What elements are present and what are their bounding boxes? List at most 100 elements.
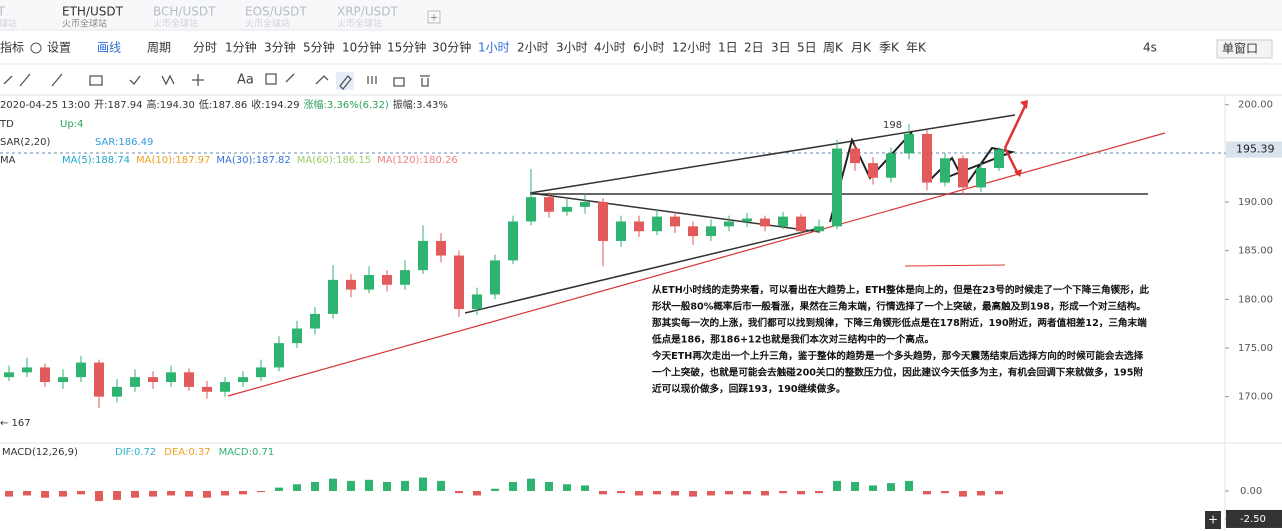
period-option[interactable]: 3小时: [556, 41, 588, 55]
macd-bar: [455, 490, 463, 494]
drawing-tools: [3, 72, 430, 90]
settings-button[interactable]: 设置: [47, 41, 71, 55]
macd-bar: [689, 490, 697, 497]
tool-text[interactable]: Aa: [237, 73, 254, 88]
period-option[interactable]: 10分钟: [342, 40, 381, 55]
refresh-interval[interactable]: 4s: [1143, 41, 1157, 55]
candle-body: [778, 216, 788, 227]
analysis-line: 一个上突破，也就是可能会去触碰200关口的整数压力位，因此建议今天低多为主，有机…: [652, 367, 1143, 379]
window-mode[interactable]: 单窗口: [1222, 42, 1258, 56]
candle-body: [22, 367, 32, 373]
period-option[interactable]: 3日: [771, 41, 791, 55]
add-tab[interactable]: [427, 10, 441, 24]
period-option[interactable]: 分时: [193, 41, 217, 55]
period-option[interactable]: 6小时: [633, 41, 665, 55]
indicators-button[interactable]: 指标: [0, 40, 24, 55]
indicator-value: MA(5):188.74: [62, 155, 130, 166]
period-option[interactable]: 2小时: [517, 41, 549, 55]
candle-body: [292, 328, 302, 344]
zoom-button[interactable]: [1205, 511, 1221, 529]
y-tick-label: 170.00: [1238, 392, 1273, 403]
add-tab-icon[interactable]: +: [430, 13, 438, 24]
zoom-icon[interactable]: +: [1208, 513, 1218, 527]
macd-tick-box: [1226, 509, 1282, 528]
period-option[interactable]: 1分钟: [225, 40, 257, 55]
candle-body: [364, 275, 374, 290]
tool-icons[interactable]: [3, 73, 430, 87]
candle-body: [922, 133, 932, 183]
period-option[interactable]: 4小时: [594, 41, 626, 55]
y-tick-label: 190.00: [1238, 197, 1273, 208]
macd-bar: [851, 482, 859, 491]
tab-pair[interactable]: EOS/USDT: [245, 5, 307, 19]
candle-body: [328, 279, 338, 314]
indicator-name: SAR(2,20): [0, 137, 50, 148]
period-option[interactable]: 12小时: [672, 41, 711, 55]
period-option[interactable]: 1小时: [478, 41, 510, 55]
macd-bar: [545, 482, 553, 491]
candle-body: [76, 362, 86, 378]
candle-body: [454, 255, 464, 310]
tab-exchange[interactable]: 火币全球站: [337, 18, 382, 30]
tab-exchange[interactable]: 火币全球站: [153, 18, 198, 30]
macd-bar: [833, 480, 841, 491]
current-price-tag: [1226, 141, 1282, 158]
period-option[interactable]: 周K: [823, 41, 844, 55]
candle-body: [382, 275, 392, 285]
current-price-label: 195.39: [1236, 143, 1275, 156]
macd-bar: [509, 482, 517, 491]
candle-body: [310, 313, 320, 329]
period-option[interactable]: 2日: [744, 41, 764, 55]
tab-pair[interactable]: USDT: [0, 5, 6, 19]
tool-icon[interactable]: [339, 75, 352, 90]
macd-bar: [563, 484, 571, 491]
period-option[interactable]: 季K: [879, 41, 900, 55]
macd-bar: [905, 480, 913, 491]
candle-body: [526, 197, 536, 222]
period-option[interactable]: 月K: [851, 41, 872, 55]
candle-body: [544, 197, 554, 212]
macd-bar: [59, 490, 67, 497]
macd-bar: [959, 490, 967, 497]
period-option[interactable]: 15分钟: [387, 40, 426, 55]
period-option[interactable]: 5日: [797, 41, 817, 55]
candle-body: [976, 167, 986, 188]
period-option[interactable]: 1日: [718, 41, 738, 55]
tab-pair[interactable]: ETH/USDT: [62, 5, 124, 19]
period-option[interactable]: 3分钟: [264, 40, 296, 55]
period-option[interactable]: 年K: [906, 41, 927, 55]
tab-pair[interactable]: XRP/USDT: [337, 5, 398, 19]
tab-exchange[interactable]: 火币全球站: [62, 18, 107, 30]
settings-icon[interactable]: [30, 42, 42, 54]
candle-body: [4, 372, 14, 378]
period-menu[interactable]: 周期: [147, 41, 171, 55]
macd-bar: [743, 490, 751, 495]
draw-button[interactable]: 画线: [97, 41, 121, 55]
candle-body: [94, 362, 104, 397]
candle-body: [580, 202, 590, 207]
candle-body: [202, 386, 212, 392]
candle-body: [220, 382, 230, 392]
tab-pair[interactable]: BCH/USDT: [153, 5, 216, 19]
period-option[interactable]: 30分钟: [432, 40, 471, 55]
macd-bar: [671, 490, 679, 496]
macd-bar: [437, 480, 445, 491]
macd-bar: [77, 490, 85, 495]
candle-body: [598, 202, 608, 241]
candle-body: [346, 279, 356, 290]
macd-bar: [41, 490, 49, 498]
tab-exchange[interactable]: 火币全球站: [0, 18, 17, 30]
ohlc-info: 收:194.29: [251, 98, 299, 111]
macd-bar: [275, 487, 283, 491]
candle-body: [58, 377, 68, 383]
macd-bar: [581, 485, 589, 491]
window-select[interactable]: [1216, 39, 1273, 59]
tab-exchange[interactable]: 火币全球站: [245, 18, 290, 30]
ohlc-info: 低:187.86: [199, 98, 247, 111]
period-option[interactable]: 5分钟: [303, 40, 335, 55]
candle-body: [940, 158, 950, 183]
macd-bar: [491, 488, 499, 491]
indicator-name: TD: [0, 119, 14, 130]
analysis-line: 低点是186，那186+12也就是我们本次对三结构中的一个高点。: [651, 334, 934, 346]
candle-body: [706, 226, 716, 237]
